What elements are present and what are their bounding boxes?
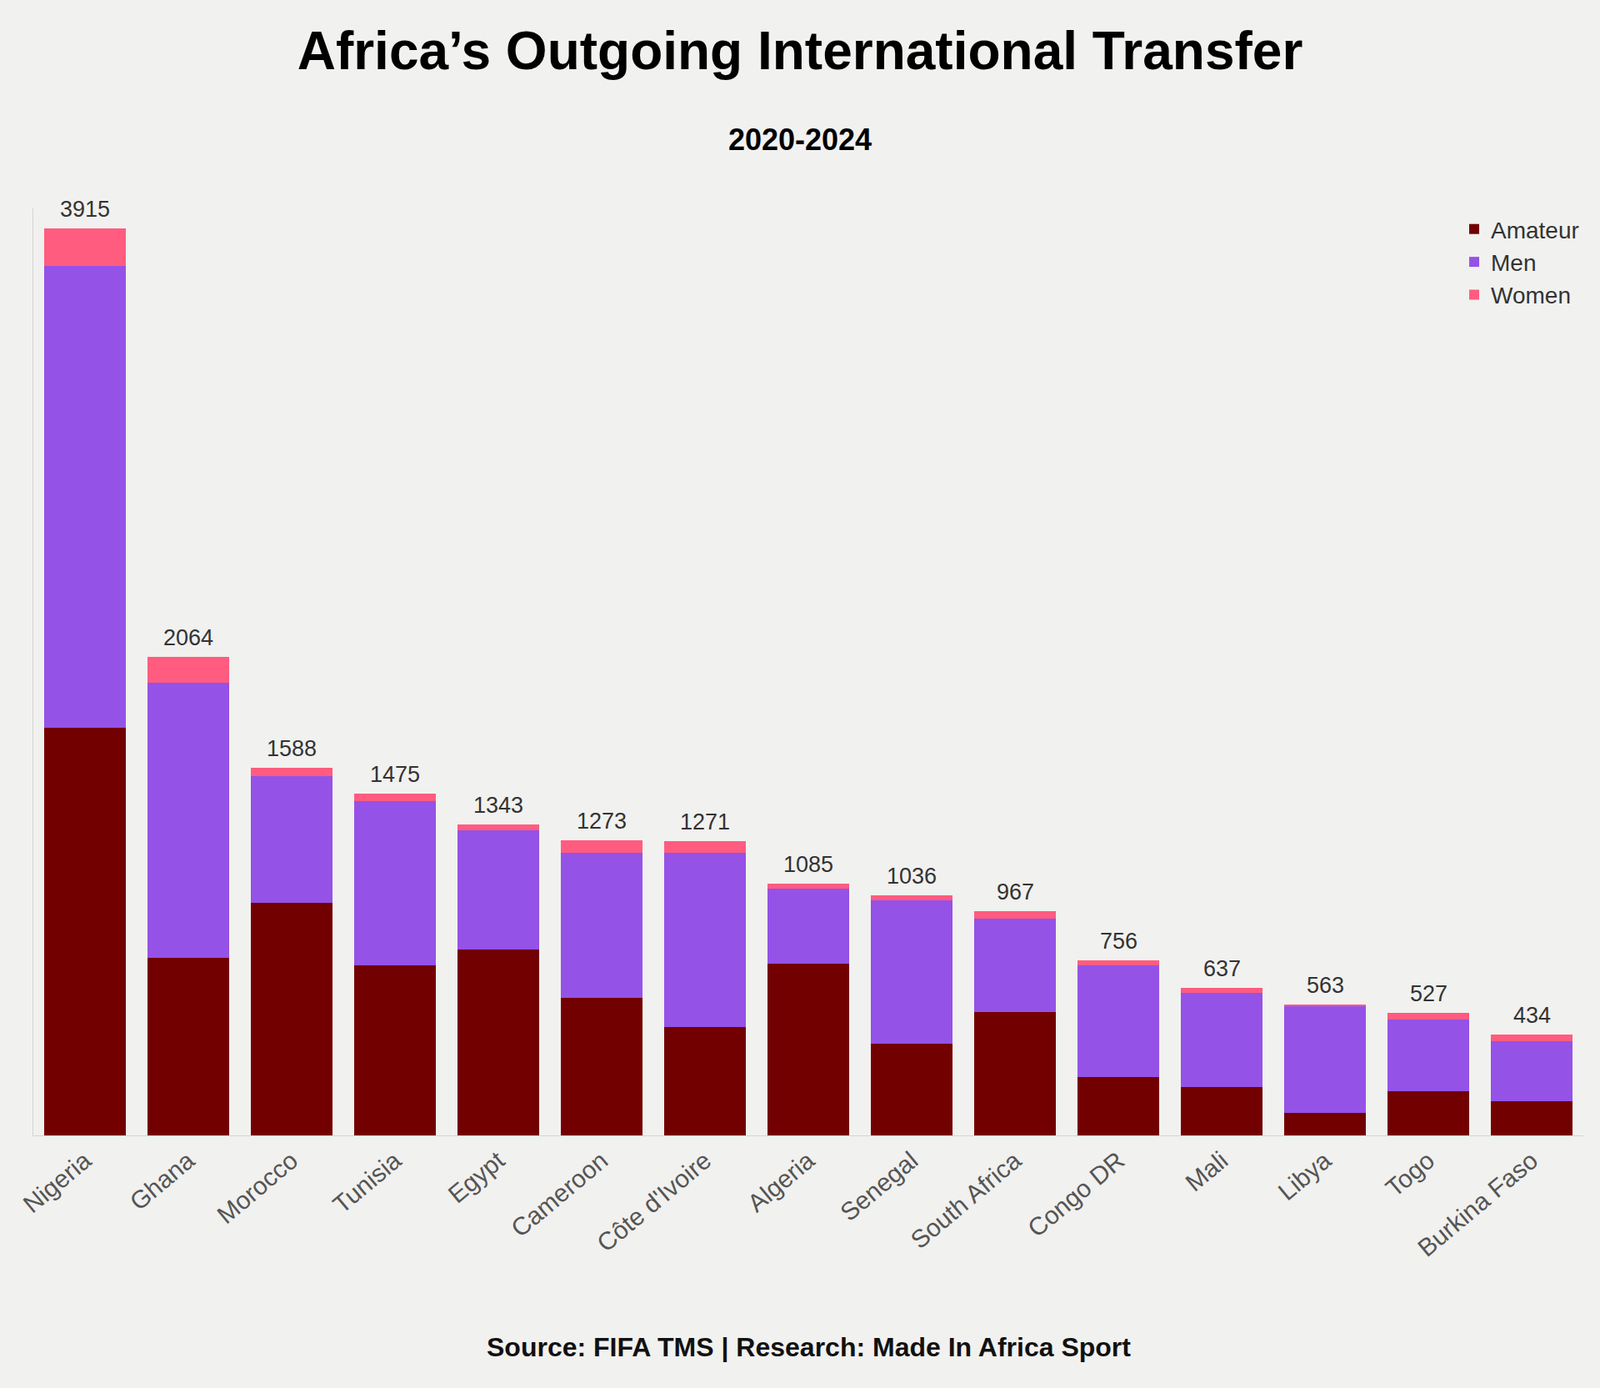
svg-text:South Africa: South Africa xyxy=(905,1145,1026,1254)
svg-text:Morocco: Morocco xyxy=(211,1145,303,1229)
svg-text:Men: Men xyxy=(1490,250,1536,276)
svg-text:Women: Women xyxy=(1490,282,1571,309)
svg-text:Africa’s Outgoing Internationa: Africa’s Outgoing International Transfer xyxy=(297,20,1304,81)
svg-text:1343: 1343 xyxy=(473,792,524,818)
svg-text:967: 967 xyxy=(996,879,1035,905)
svg-text:Burkina Faso: Burkina Faso xyxy=(1412,1145,1544,1262)
svg-text:434: 434 xyxy=(1513,1002,1551,1028)
svg-text:Libya: Libya xyxy=(1272,1145,1336,1206)
svg-text:756: 756 xyxy=(1100,928,1138,954)
svg-text:2020-2024: 2020-2024 xyxy=(728,122,872,157)
svg-text:3915: 3915 xyxy=(60,196,110,222)
svg-text:Amateur: Amateur xyxy=(1490,217,1580,244)
svg-text:563: 563 xyxy=(1306,972,1345,998)
svg-text:Togo: Togo xyxy=(1380,1145,1440,1202)
svg-text:Source: FIFA TMS | Research: M: Source: FIFA TMS | Research: Made In Afr… xyxy=(486,1331,1131,1362)
svg-text:1273: 1273 xyxy=(576,808,627,834)
svg-text:Senegal: Senegal xyxy=(835,1145,924,1226)
svg-text:Nigeria: Nigeria xyxy=(17,1145,96,1219)
svg-text:1271: 1271 xyxy=(680,809,730,835)
svg-text:Ghana: Ghana xyxy=(124,1145,200,1215)
svg-text:1588: 1588 xyxy=(266,735,317,761)
svg-text:Tunisia: Tunisia xyxy=(327,1145,407,1219)
svg-text:1085: 1085 xyxy=(783,851,834,877)
svg-text:Côte d'Ivoire: Côte d'Ivoire xyxy=(591,1145,717,1257)
svg-text:Egypt: Egypt xyxy=(443,1145,510,1208)
svg-text:Congo DR: Congo DR xyxy=(1022,1145,1130,1242)
svg-text:1036: 1036 xyxy=(886,863,937,889)
svg-text:527: 527 xyxy=(1410,980,1448,1006)
svg-text:1475: 1475 xyxy=(370,761,420,787)
svg-text:Algeria: Algeria xyxy=(742,1145,820,1218)
svg-text:2064: 2064 xyxy=(163,625,214,650)
svg-text:Cameroon: Cameroon xyxy=(505,1145,614,1242)
svg-text:637: 637 xyxy=(1203,955,1241,981)
svg-text:Mali: Mali xyxy=(1180,1145,1233,1197)
